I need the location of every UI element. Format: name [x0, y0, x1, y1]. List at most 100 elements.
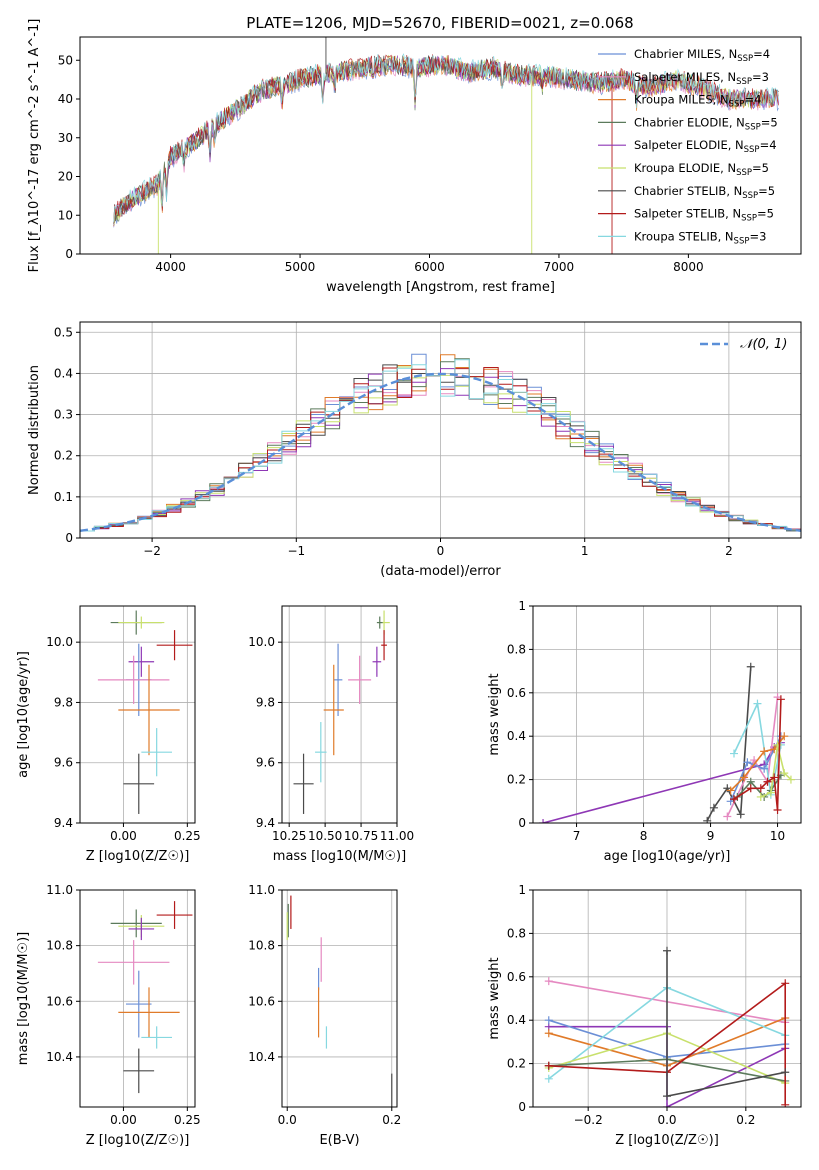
weight_vs_Z-point-marker — [663, 1103, 671, 1107]
weight_vs_age-point-marker — [780, 769, 789, 778]
plot-layer: 4000 5000 6000 7000 800001020304050wavelengt… — [16, 19, 802, 1148]
spectrum-ytick-label: 40 — [58, 92, 73, 106]
residuals-panel: −2 −1 0 1 2 0 0.1 0.2 0.3 0.4 0.5 (data-model)/erro… — [27, 321, 802, 579]
weight_vs_Z-point-marker — [781, 979, 790, 988]
weight_vs_age-point-marker — [780, 732, 789, 741]
mass_vs_Z-errorbar-point — [126, 970, 152, 1038]
weight_vs_Z-ylabel: mass weight — [487, 957, 502, 1039]
weight_vs_age-ytick-label: 0.2 — [507, 773, 526, 787]
spectrum-ytick-label: 10 — [58, 208, 73, 222]
age_vs_mass-plot-area — [293, 610, 390, 814]
weight_vs_Z-point-marker — [544, 977, 553, 986]
weight_vs_Z-series-line — [548, 981, 786, 1105]
weight_vs_age-ytick-label: 0.6 — [507, 686, 526, 700]
gaussian-curve — [80, 372, 801, 532]
spectrum-xtick-label: 8000 — [673, 260, 704, 274]
legend-entry: Kroupa ELODIE, NSSP=5 — [634, 161, 769, 178]
age_vs_mass-axes: 10.25 10.50 10.75 11.00 9.4 9.6 9.8 10.0 mass [l… — [248, 605, 414, 864]
residuals-ytick-label: 0 — [65, 531, 73, 545]
weight_vs_Z-xtick-label: 0.0 — [657, 1113, 676, 1127]
spectrum-frame — [79, 36, 802, 255]
residuals-ytick-label: 0.4 — [54, 366, 73, 380]
weight_vs_age-point-marker — [766, 788, 775, 797]
weight_vs_Z-point-marker — [781, 1068, 790, 1077]
weight_vs_Z-point-marker — [663, 1092, 671, 1101]
mass_vs_Z-axes: 0.00 0.25 10.4 10.6 10.8 11.0 Z [log10(Z/Z☉)] m… — [16, 883, 201, 1148]
weight_vs_Z-point-marker — [544, 1074, 553, 1083]
weight_vs_Z-ytick-label: 0.2 — [507, 1057, 526, 1071]
mass_vs_EBV-xtick-label: 0.2 — [382, 1113, 401, 1127]
mass_vs_Z-xlabel: Z [log10(Z/Z☉)] — [86, 1133, 190, 1148]
weight_vs_age-ytick-label: 0.4 — [507, 729, 526, 743]
weight_vs_Z-series-line — [666, 950, 786, 1098]
weight_vs_age-ylabel: mass weight — [487, 673, 502, 755]
weight_vs_age-ytick-label: 0.8 — [507, 642, 526, 656]
mass_vs_EBV-xlabel: E(B-V) — [319, 1133, 359, 1148]
weight_vs_age-point-marker — [773, 805, 782, 814]
weight_vs_age-point-marker — [709, 803, 718, 812]
weight_vs_age-series-line — [706, 666, 752, 822]
age_vs_Z-plot-area — [97, 610, 193, 814]
age_vs_mass-xtick-label: 10.75 — [344, 829, 378, 843]
mass_vs_Z-ytick-label: 10.8 — [46, 939, 73, 953]
mass_vs_Z-errorbar-point — [156, 901, 193, 929]
mass_vs_EBV-axes: 0.0 0.2 10.4 10.6 10.8 11.0 E(B-V) — [248, 883, 401, 1148]
mass_vs_EBV-xtick-label: 0.0 — [278, 1113, 297, 1127]
mass_vs_Z-errorbar-point — [123, 1048, 155, 1094]
mass_vs_EBV-plot-area — [286, 895, 393, 1107]
mass_vs_Z-frame — [79, 889, 196, 1108]
weight_vs_Z-point-marker — [544, 1016, 553, 1025]
weight_vs_age-point-marker — [746, 662, 755, 671]
age_vs_mass-frame — [281, 605, 398, 824]
residuals-plot-area — [80, 353, 801, 532]
weight_vs_age-xtick-label: 7 — [573, 829, 581, 843]
weight_vs_Z-ytick-label: 0.4 — [507, 1013, 526, 1027]
weight_vs_Z-point-marker — [663, 946, 671, 955]
weight_vs_Z-point-marker — [544, 1061, 553, 1070]
legend-entry: 𝒩(0, 1) — [740, 337, 787, 352]
age_vs_mass-errorbar-point — [376, 616, 383, 629]
spectrum-axes: 4000 5000 6000 7000 8000 0 10 20 30 40 50 wavelengt… — [27, 19, 802, 295]
mass_vs_Z-ytick-label: 11.0 — [46, 883, 73, 897]
residuals-xlabel: (data-model)/error — [380, 564, 501, 579]
age_vs_Z-errorbar-point — [97, 655, 170, 704]
residuals-xtick-label: 0 — [437, 544, 445, 558]
age_vs_mass-xtick-label: 10.25 — [272, 829, 306, 843]
weight_vs_Z-ytick-label: 0.6 — [507, 970, 526, 984]
weight_vs_age-point-marker — [770, 773, 779, 782]
legend-entry: Kroupa STELIB, NSSP=3 — [634, 229, 766, 246]
weight_vs_age-plot-area — [539, 662, 795, 823]
mass_vs_EBV-ytick-label: 10.6 — [248, 994, 275, 1008]
weight_vs_age-point-marker — [776, 695, 785, 704]
weight_vs_Z-xtick-label: −0.2 — [574, 1113, 603, 1127]
age_vs_Z-errorbar-point — [118, 664, 180, 756]
weight_vs_Z-ytick-label: 0.8 — [507, 926, 526, 940]
weight_vs_age-series-line — [726, 697, 779, 817]
age_vs_Z-errorbar-point — [123, 753, 155, 814]
weight_vs_Z-ytick-label: 0 — [518, 1100, 526, 1114]
weight_vs_Z-xlabel: Z [log10(Z/Z☉)] — [615, 1133, 719, 1148]
residuals-xtick-label: 2 — [725, 544, 733, 558]
weight_vs_age-point-marker — [730, 795, 738, 804]
spectrum-panel: 4000 5000 6000 7000 8000 0 10 20 30 40 50 wavelengt… — [27, 19, 802, 295]
weight_vs_age-frame — [532, 605, 802, 824]
residuals-ylabel: Normed distribution — [27, 365, 42, 495]
weight_vs_age-point-marker — [703, 816, 712, 823]
age_vs_Z-errorbar-point — [128, 646, 155, 677]
spectrum-ytick-label: 20 — [58, 170, 73, 184]
mass_vs_Z-errorbar-point — [118, 987, 180, 1038]
spectrum-ytick-label: 30 — [58, 131, 73, 145]
weight_vs_age-point-marker — [726, 786, 735, 795]
weight_vs_age-axes: 7 8 9 10 0 0.2 0.4 0.6 0.8 1 age [log10(age/yr)] ma… — [487, 599, 802, 864]
age_vs_mass-ytick-label: 9.4 — [256, 816, 275, 830]
age_vs_mass-ytick-label: 10.0 — [248, 635, 275, 649]
age_vs_Z-errorbar-point — [141, 728, 172, 777]
mass_vs_Z-ytick-label: 10.6 — [46, 994, 73, 1008]
mass_vs_Z-panel: 0.00 0.25 10.4 10.6 10.8 11.0 Z [log10(Z/Z☉)] m… — [16, 883, 201, 1148]
weight_vs_age-xlabel: age [log10(age/yr)] — [604, 849, 731, 864]
weight_vs_age-ytick-label: 1 — [518, 599, 526, 613]
weight_vs_Z-axes: −0.2 0.0 0.2 0 0.2 0.4 0.6 0.8 1 Z [log10(Z/Z☉)] m… — [487, 883, 802, 1148]
weight_vs_age-point-marker — [786, 775, 795, 784]
weight_vs_Z-plot-area — [544, 946, 790, 1107]
mass_vs_EBV-panel: 0.0 0.2 10.4 10.6 10.8 11.0 E(B-V) — [248, 883, 401, 1148]
